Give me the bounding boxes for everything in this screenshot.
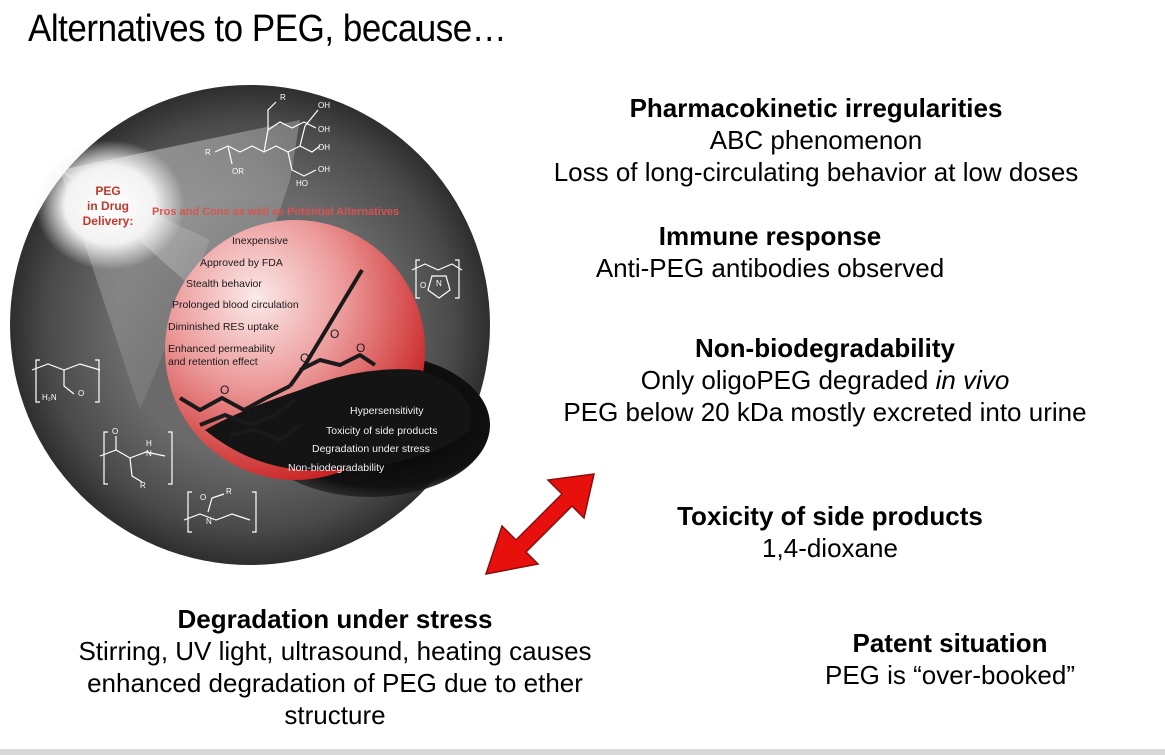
peg-badge: PEG in Drug Delivery: [83, 184, 134, 228]
chem-label: OR [232, 167, 244, 176]
chem-label: OH [318, 143, 330, 152]
pro-item: Stealth behavior [186, 278, 262, 290]
pro-item: and retention effect [168, 356, 258, 368]
section-line: 1,4-dioxane [762, 533, 898, 563]
chem-label: R [205, 148, 211, 157]
cons-list: Hypersensitivity Toxicity of side produc… [288, 405, 437, 474]
con-item: Degradation under stress [312, 443, 430, 455]
chem-label: H₂N [42, 393, 57, 402]
polyoxazoline-structure [183, 491, 257, 533]
badge-glow [35, 140, 185, 270]
chem-label: O [200, 493, 206, 502]
polyglycerol-structure [214, 101, 321, 177]
ring-title: Pros and Cons as well as Potential Alter… [152, 206, 399, 218]
chem-label: R [140, 481, 146, 490]
chem-label: OH [318, 165, 330, 174]
chem-label: HO [296, 179, 308, 188]
chem-label: N [146, 449, 152, 458]
con-item: Hypersensitivity [350, 405, 424, 417]
chem-label: H [146, 439, 152, 448]
section-immune-response: Immune response Anti-PEG antibodies obse… [520, 220, 1020, 284]
chem-label: O [112, 427, 118, 436]
chem-label: OH [318, 125, 330, 134]
pvp-structure [411, 259, 463, 299]
pro-item: Diminished RES uptake [168, 321, 279, 333]
footer-bar [0, 749, 1165, 755]
section-heading: Toxicity of side products [677, 501, 983, 531]
chem-label: R [226, 487, 232, 496]
section-line: Stirring, UV light, ultrasound, heating … [78, 636, 592, 666]
pro-item: Approved by FDA [200, 257, 283, 269]
pro-item: Prolonged blood circulation [172, 299, 299, 311]
section-heading: Degradation under stress [177, 604, 493, 634]
section-line: ABC phenomenon [709, 125, 923, 155]
section-non-biodegradability: Non-biodegradability Only oligoPEG degra… [490, 332, 1160, 428]
chem-label: O [78, 389, 84, 398]
badge-line: Delivery: [83, 214, 134, 228]
pro-item: Enhanced permeability [168, 343, 276, 355]
peg-figure-graphic: O O O O O PEG in Drug Delivery: Pros and… [10, 85, 490, 565]
double-arrow-icon [484, 473, 595, 575]
section-patent: Patent situation PEG is “over-booked” [760, 627, 1140, 691]
con-item: Non-biodegradability [288, 462, 385, 474]
section-toxicity: Toxicity of side products 1,4-dioxane [600, 500, 1060, 564]
section-heading: Immune response [658, 221, 882, 251]
polypeptoid-structure [99, 431, 173, 485]
section-line: PEG below 20 kDa mostly excreted into ur… [563, 397, 1087, 427]
chem-label: O [356, 341, 365, 355]
chem-label: R [280, 93, 286, 102]
pro-item: Inexpensive [232, 235, 288, 247]
section-degradation-stress: Degradation under stress Stirring, UV li… [0, 603, 670, 731]
section-line: enhanced degradation of PEG due to ether [87, 668, 583, 698]
section-line: PEG is “over-booked” [825, 660, 1075, 690]
chem-label: OH [318, 101, 330, 110]
chem-label: O [248, 407, 257, 421]
chem-label: O [330, 327, 339, 341]
section-heading: Patent situation [852, 628, 1048, 658]
badge-line: in Drug [87, 199, 129, 213]
con-item: Toxicity of side products [326, 425, 437, 437]
badge-line: PEG [95, 184, 120, 198]
chem-label: O [420, 281, 426, 290]
peg-chain [178, 268, 377, 442]
chem-label: N [436, 279, 442, 288]
section-line: structure [284, 700, 386, 730]
chem-label: O [300, 351, 309, 365]
page-title: Alternatives to PEG, because… [28, 8, 507, 50]
section-heading: Non-biodegradability [695, 333, 955, 363]
chem-label: N [206, 517, 212, 526]
chem-label: O [220, 383, 229, 397]
section-line: Anti-PEG antibodies observed [595, 253, 945, 283]
pros-list: Inexpensive Approved by FDA Stealth beha… [168, 235, 299, 368]
section-pharmacokinetics: Pharmacokinetic irregularities ABC pheno… [486, 92, 1146, 188]
polyacrylamide-structure [31, 359, 101, 403]
section-heading: Pharmacokinetic irregularities [629, 93, 1003, 123]
peg-figure: O O O O O PEG in Drug Delivery: Pros and… [0, 80, 500, 570]
in-vivo-emphasis: in vivo [935, 365, 1010, 395]
section-line: Loss of long-circulating behavior at low… [553, 157, 1079, 187]
section-line: Only oligoPEG degraded in vivo [640, 365, 1010, 395]
